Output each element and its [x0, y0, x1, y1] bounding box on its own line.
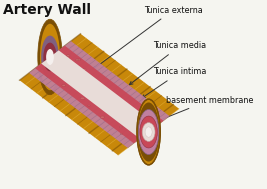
- Ellipse shape: [76, 82, 81, 84]
- Ellipse shape: [137, 99, 160, 165]
- Ellipse shape: [43, 43, 57, 71]
- Ellipse shape: [132, 121, 137, 123]
- Ellipse shape: [47, 65, 50, 67]
- Ellipse shape: [113, 105, 116, 106]
- Ellipse shape: [88, 105, 90, 106]
- Text: Tunica media: Tunica media: [129, 41, 207, 85]
- Text: Artery Wall: Artery Wall: [3, 3, 91, 17]
- Text: basement membrane: basement membrane: [157, 96, 253, 122]
- Ellipse shape: [62, 62, 65, 63]
- Ellipse shape: [140, 116, 157, 148]
- Ellipse shape: [77, 59, 81, 61]
- Ellipse shape: [129, 109, 132, 111]
- Ellipse shape: [145, 127, 152, 137]
- Ellipse shape: [72, 73, 75, 74]
- Ellipse shape: [65, 57, 69, 59]
- Ellipse shape: [64, 55, 66, 56]
- Ellipse shape: [70, 76, 73, 77]
- Ellipse shape: [92, 99, 97, 101]
- Ellipse shape: [106, 98, 109, 100]
- Ellipse shape: [46, 49, 54, 65]
- Ellipse shape: [81, 87, 83, 88]
- Ellipse shape: [41, 36, 59, 78]
- Polygon shape: [29, 41, 170, 148]
- Ellipse shape: [140, 119, 144, 121]
- Ellipse shape: [111, 96, 113, 97]
- Ellipse shape: [105, 94, 108, 96]
- Ellipse shape: [142, 122, 144, 123]
- Ellipse shape: [130, 122, 133, 123]
- Ellipse shape: [111, 97, 113, 99]
- Ellipse shape: [84, 86, 87, 87]
- Ellipse shape: [66, 69, 69, 70]
- Ellipse shape: [65, 68, 69, 70]
- Polygon shape: [19, 34, 179, 155]
- Text: Tunica intima: Tunica intima: [142, 67, 207, 98]
- Ellipse shape: [134, 115, 137, 117]
- Ellipse shape: [82, 69, 86, 71]
- Ellipse shape: [101, 91, 104, 92]
- Ellipse shape: [80, 97, 85, 99]
- Ellipse shape: [142, 123, 155, 141]
- Ellipse shape: [111, 105, 113, 107]
- Ellipse shape: [76, 77, 78, 79]
- Ellipse shape: [138, 121, 141, 123]
- Ellipse shape: [91, 91, 95, 93]
- Ellipse shape: [66, 55, 70, 57]
- Ellipse shape: [113, 113, 115, 115]
- Ellipse shape: [66, 67, 68, 68]
- Ellipse shape: [38, 19, 62, 95]
- Polygon shape: [35, 46, 163, 143]
- Text: Tunica externa: Tunica externa: [93, 5, 202, 70]
- Ellipse shape: [64, 77, 69, 79]
- Ellipse shape: [138, 109, 159, 155]
- Ellipse shape: [89, 90, 92, 91]
- Ellipse shape: [120, 133, 123, 135]
- Ellipse shape: [138, 102, 159, 162]
- Ellipse shape: [40, 24, 60, 90]
- Polygon shape: [41, 50, 157, 139]
- Ellipse shape: [62, 84, 65, 86]
- Ellipse shape: [100, 116, 104, 118]
- Ellipse shape: [70, 74, 74, 76]
- Ellipse shape: [75, 59, 79, 61]
- Ellipse shape: [119, 126, 122, 128]
